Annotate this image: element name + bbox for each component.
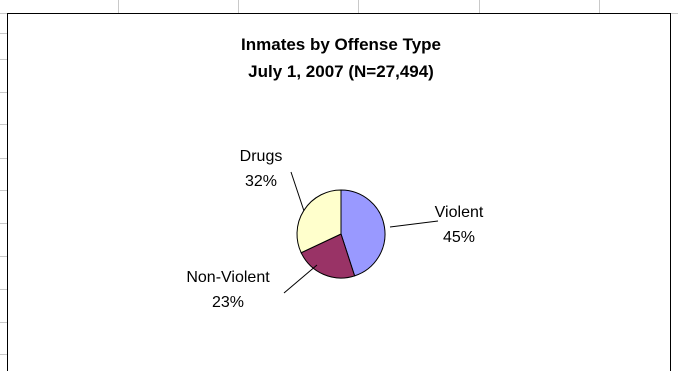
chart-subtitle: July 1, 2007 (N=27,494) bbox=[248, 62, 434, 81]
chart-area[interactable]: Inmates by Offense Type July 1, 2007 (N=… bbox=[7, 13, 671, 371]
grid-line bbox=[0, 33, 7, 34]
slice-label-percent: 45% bbox=[443, 229, 475, 246]
grid-line bbox=[0, 322, 7, 323]
grid-line bbox=[0, 92, 7, 93]
leader-lines bbox=[283, 171, 439, 294]
leader-line bbox=[389, 220, 439, 228]
slice-label-percent: 23% bbox=[212, 294, 244, 311]
grid-line bbox=[118, 0, 119, 14]
chart-title: Inmates by Offense Type bbox=[241, 35, 441, 54]
slice-label-name: Violent bbox=[435, 204, 484, 221]
grid-line bbox=[358, 0, 359, 14]
slice-label-percent: 32% bbox=[245, 173, 277, 190]
grid-line bbox=[0, 223, 7, 224]
grid-line bbox=[0, 59, 7, 60]
leader-line bbox=[290, 171, 305, 212]
grid-line bbox=[238, 0, 239, 14]
pie-chart: Inmates by Offense Type July 1, 2007 (N=… bbox=[186, 35, 484, 311]
grid-line bbox=[0, 190, 7, 191]
leader-line bbox=[283, 264, 318, 294]
grid-line bbox=[599, 0, 600, 14]
slice-label-name: Non-Violent bbox=[186, 269, 270, 286]
grid-line bbox=[0, 256, 7, 257]
grid-line bbox=[479, 0, 480, 14]
pie-slice-violent[interactable] bbox=[340, 189, 386, 277]
slice-labels: Violent 45% Non-Violent 23% Drugs 32% bbox=[186, 148, 484, 311]
grid-line bbox=[0, 158, 7, 159]
grid-line bbox=[0, 354, 7, 355]
pie-slices bbox=[296, 189, 386, 279]
grid-line bbox=[0, 124, 7, 125]
grid-line bbox=[0, 289, 7, 290]
slice-label-name: Drugs bbox=[240, 148, 283, 165]
